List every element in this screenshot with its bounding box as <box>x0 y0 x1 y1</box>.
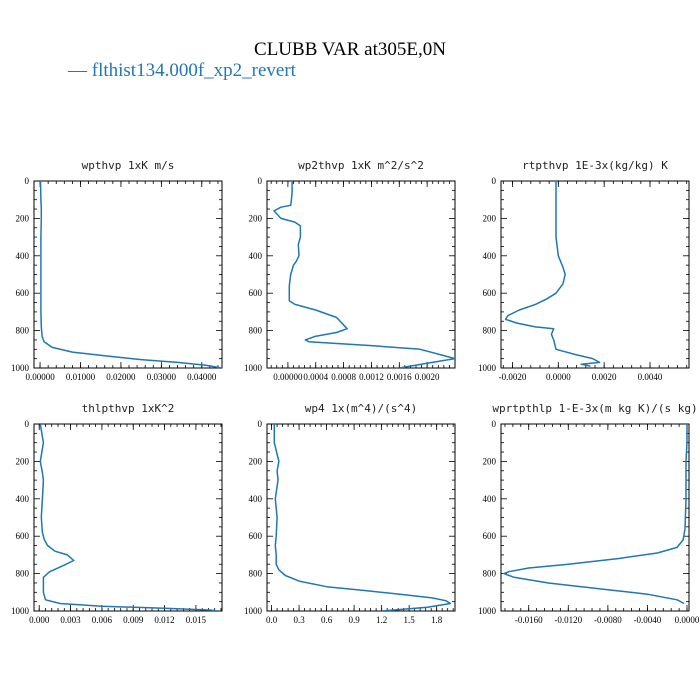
x-tick-label: 0.003 <box>60 615 81 625</box>
x-tick-label: 0.0040 <box>638 372 663 382</box>
x-tick-label: 1.2 <box>376 615 387 625</box>
y-tick-label: 200 <box>483 456 497 466</box>
x-tick-label: -0.0120 <box>554 615 582 625</box>
x-tick-label: -0.0160 <box>515 615 543 625</box>
y-tick-label: 0 <box>258 176 263 186</box>
y-tick-label: 1000 <box>11 606 30 616</box>
x-tick-label: 0.00000 <box>25 372 55 382</box>
x-tick-label: -0.0020 <box>499 372 527 382</box>
plot-frame <box>33 180 223 369</box>
series-line <box>39 181 222 368</box>
chart-panel-2: wp2thvp 1xK m^2/s^2 0 200 400 600 800 1000 0.00… <box>244 159 456 382</box>
x-tick-label: 0.0020 <box>415 372 440 382</box>
y-tick-label: 400 <box>249 494 263 504</box>
y-tick-label: 400 <box>483 494 497 504</box>
x-tick-label: 0.009 <box>123 615 144 625</box>
x-tick-label: 0.00000 <box>273 372 303 382</box>
panel-title: wprtpthlp 1-E-3x(m kg K)/(s kg) <box>492 402 697 415</box>
x-tick-label: 0.006 <box>92 615 113 625</box>
y-tick-label: 1000 <box>244 363 263 373</box>
y-tick-label: 0 <box>258 419 263 429</box>
y-tick-label: 0 <box>25 419 30 429</box>
x-tick-label: 0.02000 <box>106 372 136 382</box>
y-tick-label: 800 <box>483 326 497 336</box>
y-tick-label: 200 <box>483 213 497 223</box>
plot-frame <box>33 423 223 612</box>
x-tick-label: 0.0008 <box>331 372 356 382</box>
x-tick-label: 0.0004 <box>303 372 328 382</box>
series-line <box>503 424 688 605</box>
x-tick-label: 1.8 <box>431 615 443 625</box>
panel-title: rtpthvp 1E-3x(kg/kg) K <box>522 159 668 172</box>
y-tick-label: 400 <box>16 251 30 261</box>
y-tick-label: 0 <box>492 419 497 429</box>
y-tick-label: 200 <box>16 213 30 223</box>
y-tick-label: 400 <box>483 251 497 261</box>
series-line <box>504 181 601 367</box>
y-tick-label: 600 <box>483 531 497 541</box>
y-tick-label: 800 <box>483 569 497 579</box>
chart-panel-6: wprtpthlp 1-E-3x(m kg K)/(s kg) 0 200 400 60… <box>478 402 700 625</box>
x-tick-label: 0.0 <box>266 615 278 625</box>
x-tick-label: 0.6 <box>321 615 333 625</box>
chart-panel-3: rtpthvp 1E-3x(kg/kg) K 0 200 400 600 800 1000-… <box>478 159 690 382</box>
x-tick-label: 0.9 <box>348 615 360 625</box>
panel-title: thlpthvp 1xK^2 <box>82 402 175 415</box>
y-tick-label: 200 <box>16 456 30 466</box>
panel-title: wp2thvp 1xK m^2/s^2 <box>298 159 424 172</box>
y-tick-label: 800 <box>249 569 263 579</box>
x-tick-label: -0.0040 <box>634 615 662 625</box>
x-tick-label: 0.0000 <box>675 615 700 625</box>
y-tick-label: 1000 <box>11 363 30 373</box>
x-tick-label: 0.04000 <box>187 372 217 382</box>
panel-title: wp4 1x(m^4)/(s^4) <box>305 402 418 415</box>
x-tick-label: 0.0020 <box>592 372 617 382</box>
y-tick-label: 400 <box>249 251 263 261</box>
x-tick-label: 0.03000 <box>147 372 177 382</box>
y-tick-label: 200 <box>249 456 263 466</box>
y-tick-label: 600 <box>483 288 497 298</box>
x-tick-label: -0.0080 <box>594 615 622 625</box>
y-tick-label: 800 <box>16 569 30 579</box>
y-tick-label: 0 <box>492 176 497 186</box>
x-tick-label: 1.5 <box>404 615 416 625</box>
y-tick-label: 1000 <box>478 606 497 616</box>
figure-title: CLUBB VAR at305E,0N <box>254 39 446 60</box>
x-tick-label: 0.015 <box>186 615 207 625</box>
x-tick-label: 0.0012 <box>359 372 384 382</box>
plot-frame <box>500 423 690 612</box>
y-tick-label: 600 <box>249 288 263 298</box>
y-tick-label: 400 <box>16 494 30 504</box>
y-tick-label: 800 <box>249 326 263 336</box>
y-tick-label: 600 <box>249 531 263 541</box>
x-tick-label: 0.0016 <box>387 372 412 382</box>
panel-title: wpthvp 1xK m/s <box>82 159 175 172</box>
y-tick-label: 600 <box>16 531 30 541</box>
series-line <box>39 424 217 611</box>
plot-frame <box>266 180 456 369</box>
x-tick-label: 0.000 <box>29 615 50 625</box>
y-tick-label: 1000 <box>478 363 497 373</box>
series-line <box>273 181 455 368</box>
x-tick-label: 0.0000 <box>546 372 571 382</box>
y-tick-label: 600 <box>16 288 30 298</box>
y-tick-label: 200 <box>249 213 263 223</box>
y-tick-label: 0 <box>25 176 30 186</box>
series-line <box>273 424 452 611</box>
legend-entry: — flthist134.000f_xp2_revert <box>67 60 297 81</box>
x-tick-label: 0.01000 <box>66 372 96 382</box>
y-tick-label: 800 <box>16 326 30 336</box>
plot-frame <box>266 423 456 612</box>
plot-frame <box>500 180 690 369</box>
x-tick-label: 0.012 <box>154 615 174 625</box>
x-tick-label: 0.3 <box>293 615 305 625</box>
y-tick-label: 1000 <box>244 606 263 616</box>
